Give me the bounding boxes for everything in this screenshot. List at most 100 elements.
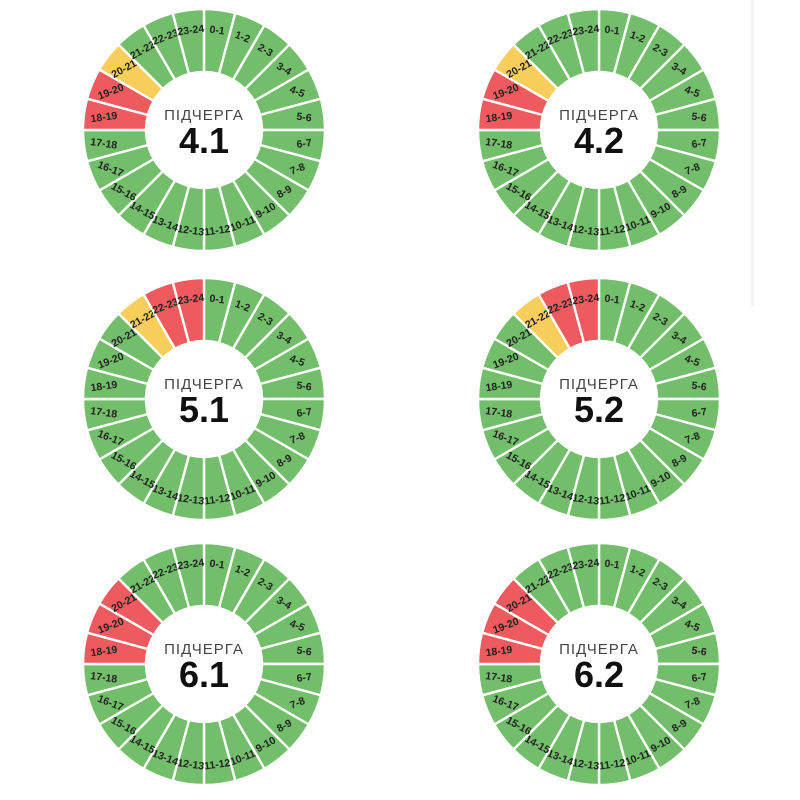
center-title: ПІДЧЕРГА xyxy=(559,107,639,124)
hour-label: 1-2 xyxy=(628,298,647,315)
hour-label: 4-5 xyxy=(288,84,307,101)
center-title: ПІДЧЕРГА xyxy=(164,376,244,393)
hour-label: 7-8 xyxy=(683,695,702,712)
hour-slice-17-18 xyxy=(478,397,545,432)
hour-label: 17-18 xyxy=(90,670,118,686)
hour-label: 6-7 xyxy=(296,137,313,151)
hour-slice-5-6 xyxy=(258,631,325,666)
hour-label: 6-7 xyxy=(691,671,708,685)
hour-label: 4-5 xyxy=(683,353,702,370)
hour-label: 23-24 xyxy=(572,23,600,39)
hour-label: 12-13 xyxy=(572,223,600,239)
hour-slice-5-6 xyxy=(653,631,720,666)
center-title: ПІДЧЕРГА xyxy=(164,107,244,124)
hour-slice-11-12 xyxy=(597,184,632,251)
hour-slice-23-24 xyxy=(566,9,601,76)
center-title: ПІДЧЕРГА xyxy=(559,641,639,658)
hour-label: 0-1 xyxy=(604,24,621,38)
hour-label: 0-1 xyxy=(209,24,226,38)
hour-label: 6-7 xyxy=(691,406,708,420)
hour-label: 23-24 xyxy=(177,23,205,39)
donut-chart-6-1: 0-1 1-2 2-3 3-4 4-5 5-6 6-7 7-8 8-9 9-10 10-11 11-1… xyxy=(83,543,325,785)
center-number: 4.2 xyxy=(574,120,624,161)
hour-slice-23-24 xyxy=(566,278,601,345)
hour-label: 7-8 xyxy=(683,430,702,447)
hour-slice-23-24 xyxy=(171,9,206,76)
center-number: 4.1 xyxy=(179,120,229,161)
hour-label: 1-2 xyxy=(233,298,252,315)
hour-label: 7-8 xyxy=(288,161,307,178)
hour-label: 7-8 xyxy=(683,161,702,178)
hour-label: 5-6 xyxy=(691,380,708,394)
hour-label: 1-2 xyxy=(233,563,252,580)
center-number: 6.2 xyxy=(574,654,624,695)
center-number: 5.2 xyxy=(574,389,624,430)
hour-label: 11-12 xyxy=(598,223,626,238)
center-title: ПІДЧЕРГА xyxy=(559,376,639,393)
hour-label: 12-13 xyxy=(572,757,600,773)
hour-label: 11-12 xyxy=(203,757,231,772)
hour-label: 11-12 xyxy=(203,223,231,238)
hour-label: 4-5 xyxy=(288,618,307,635)
hour-slice-17-18 xyxy=(83,662,150,697)
hour-label: 17-18 xyxy=(90,405,118,421)
hour-slice-17-18 xyxy=(478,128,545,163)
hour-label: 6-7 xyxy=(296,671,313,685)
hour-label: 23-24 xyxy=(177,292,205,308)
hour-label: 1-2 xyxy=(628,29,647,46)
hour-slice-17-18 xyxy=(83,397,150,432)
hour-label: 23-24 xyxy=(177,557,205,573)
hour-slice-5-6 xyxy=(258,366,325,401)
hour-label: 12-13 xyxy=(177,492,205,508)
hour-label: 11-12 xyxy=(598,492,626,507)
hour-label: 0-1 xyxy=(209,558,226,572)
hour-label: 18-19 xyxy=(485,110,513,126)
hour-label: 0-1 xyxy=(604,558,621,572)
hour-label: 12-13 xyxy=(572,492,600,508)
hour-slice-11-12 xyxy=(597,718,632,785)
hour-label: 5-6 xyxy=(691,645,708,659)
hour-label: 5-6 xyxy=(691,111,708,125)
hour-label: 18-19 xyxy=(90,110,118,126)
hour-label: 18-19 xyxy=(485,379,513,395)
donut-chart-4-2: 0-1 1-2 2-3 3-4 4-5 5-6 6-7 7-8 8-9 9-10 10-11 11-1… xyxy=(478,9,720,251)
hour-slice-23-24 xyxy=(566,543,601,610)
hour-label: 1-2 xyxy=(628,563,647,580)
hour-label: 5-6 xyxy=(296,645,313,659)
hour-slice-5-6 xyxy=(258,97,325,132)
hour-label: 11-12 xyxy=(203,492,231,507)
hour-slice-11-12 xyxy=(597,453,632,520)
hour-label: 12-13 xyxy=(177,223,205,239)
hour-label: 23-24 xyxy=(572,292,600,308)
hour-label: 17-18 xyxy=(90,136,118,152)
hour-slice-23-24 xyxy=(171,278,206,345)
donut-chart-6-2: 0-1 1-2 2-3 3-4 4-5 5-6 6-7 7-8 8-9 9-10 10-11 11-1… xyxy=(478,543,720,785)
donut-chart-5-1: 0-1 1-2 2-3 3-4 4-5 5-6 6-7 7-8 8-9 9-10 10-11 11-1… xyxy=(83,278,325,520)
hour-slice-11-12 xyxy=(202,453,237,520)
hour-slice-17-18 xyxy=(478,662,545,697)
hour-label: 7-8 xyxy=(288,430,307,447)
hour-label: 18-19 xyxy=(90,379,118,395)
hour-slice-5-6 xyxy=(653,97,720,132)
hour-label: 12-13 xyxy=(177,757,205,773)
hour-label: 17-18 xyxy=(485,136,513,152)
hour-label: 1-2 xyxy=(233,29,252,46)
hour-label: 11-12 xyxy=(598,757,626,772)
hour-slice-11-12 xyxy=(202,184,237,251)
hour-label: 23-24 xyxy=(572,557,600,573)
hour-label: 6-7 xyxy=(691,137,708,151)
hour-slice-5-6 xyxy=(653,366,720,401)
hour-label: 0-1 xyxy=(209,293,226,307)
hour-label: 18-19 xyxy=(90,644,118,660)
hour-slice-23-24 xyxy=(171,543,206,610)
hour-label: 4-5 xyxy=(288,353,307,370)
hour-label: 7-8 xyxy=(288,695,307,712)
center-title: ПІДЧЕРГА xyxy=(164,641,244,658)
hour-label: 0-1 xyxy=(604,293,621,307)
hour-label: 5-6 xyxy=(296,111,313,125)
hour-label: 5-6 xyxy=(296,380,313,394)
donut-chart-4-1: 0-1 1-2 2-3 3-4 4-5 5-6 6-7 7-8 8-9 9-10 10-11 11-1… xyxy=(83,9,325,251)
hour-label: 6-7 xyxy=(296,406,313,420)
hour-label: 4-5 xyxy=(683,618,702,635)
